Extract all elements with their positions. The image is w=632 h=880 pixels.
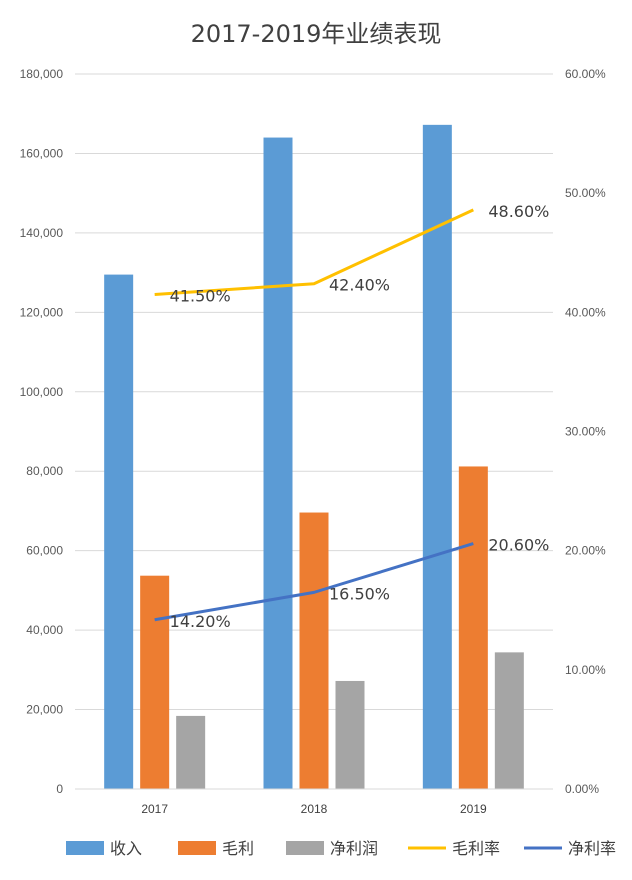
- legend-swatch-收入: [66, 841, 104, 855]
- legend-label-收入: 收入: [110, 839, 142, 858]
- legend-label-净利率: 净利率: [568, 839, 616, 858]
- bar-收入-2017: [104, 274, 134, 789]
- line-净利率: [154, 542, 474, 622]
- data-label-毛利率: 41.50%: [170, 286, 231, 305]
- data-label-净利率: 20.60%: [488, 536, 549, 555]
- bar-净利润-2017: [176, 715, 206, 789]
- left-axis-ticks: 0 20,000 40,000 60,000 80,000 100,000 120,000 1…: [20, 67, 64, 796]
- legend-label-毛利: 毛利: [222, 839, 254, 858]
- bar-毛利-2018: [299, 512, 329, 789]
- watermark: @智通财经APP: [532, 855, 622, 870]
- bar-收入-2018: [263, 137, 293, 790]
- legend-swatch-净利润: [286, 841, 324, 855]
- x-tick-label: 2019: [460, 802, 487, 816]
- data-label-净利率: 16.50%: [329, 584, 390, 603]
- legend-swatch-毛利: [178, 841, 216, 855]
- x-tick-label: 2017: [141, 802, 168, 816]
- line-毛利率: [154, 208, 474, 296]
- right-tick-label: 30.00%: [565, 425, 606, 439]
- right-tick-label: 10.00%: [565, 663, 606, 677]
- right-tick-label: 40.00%: [565, 305, 606, 319]
- right-tick-label: 20.00%: [565, 544, 606, 558]
- right-axis-ticks: 0.00% 10.00% 20.00% 30.00% 40.00% 50.00% 60.00…: [565, 67, 606, 796]
- x-tick-label: 2018: [301, 802, 328, 816]
- left-tick-label: 180,000: [20, 67, 64, 81]
- x-axis: 2017 2018 2019: [75, 788, 553, 816]
- left-tick-label: 160,000: [20, 146, 64, 160]
- left-tick-label: 0: [56, 782, 63, 796]
- legend: 收入 毛利 净利润 毛利率 净利率: [66, 839, 616, 858]
- left-tick-label: 140,000: [20, 226, 64, 240]
- right-tick-label: 60.00%: [565, 67, 606, 81]
- bar-净利润-2018: [335, 680, 365, 789]
- bar-收入-2019: [422, 124, 452, 790]
- bar-毛利-2017: [140, 575, 170, 789]
- chart-title: 2017-2019年业绩表现: [191, 20, 442, 48]
- bar-净利润-2019: [494, 652, 524, 789]
- data-label-毛利率: 48.60%: [488, 202, 549, 221]
- legend-label-净利润: 净利润: [330, 839, 378, 858]
- data-label-毛利率: 42.40%: [329, 276, 390, 295]
- right-tick-label: 0.00%: [565, 782, 599, 796]
- left-tick-label: 80,000: [26, 464, 63, 478]
- left-tick-label: 20,000: [26, 703, 63, 717]
- line-series: 41.50% 42.40% 48.60% 14.20% 16.50% 20.60%: [154, 202, 549, 631]
- data-label-净利率: 14.20%: [170, 612, 231, 631]
- bar-series: [104, 124, 524, 790]
- bar-毛利-2019: [458, 466, 488, 789]
- left-tick-label: 60,000: [26, 544, 63, 558]
- right-tick-label: 50.00%: [565, 186, 606, 200]
- legend-label-毛利率: 毛利率: [452, 839, 500, 858]
- left-tick-label: 40,000: [26, 623, 63, 637]
- left-tick-label: 120,000: [20, 305, 64, 319]
- left-tick-label: 100,000: [20, 385, 64, 399]
